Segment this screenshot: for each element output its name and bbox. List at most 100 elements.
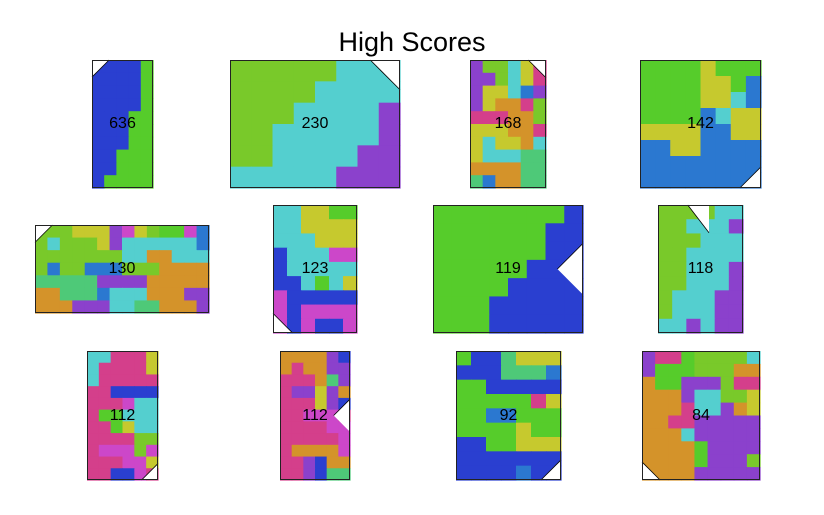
board-tile bbox=[146, 362, 159, 376]
board-tile bbox=[470, 72, 484, 87]
notch-edge bbox=[687, 204, 710, 234]
score-board-4[interactable]: 142 bbox=[640, 60, 762, 189]
board-tile bbox=[730, 172, 747, 189]
board-tile bbox=[315, 433, 328, 446]
board-tile bbox=[92, 162, 105, 176]
board-tile bbox=[230, 124, 252, 146]
board-tile bbox=[655, 172, 671, 189]
board-tile bbox=[336, 124, 359, 146]
score-board-10[interactable]: 112 bbox=[280, 351, 351, 481]
board-tile bbox=[329, 290, 344, 306]
score-board-1[interactable]: 636 bbox=[91, 59, 154, 189]
score-board-2[interactable]: 230 bbox=[230, 59, 401, 189]
board-tile bbox=[59, 250, 73, 264]
score-board-6[interactable]: 123 bbox=[272, 205, 358, 334]
board-tile bbox=[251, 145, 274, 168]
board-tile bbox=[655, 454, 669, 468]
board-tile bbox=[315, 102, 337, 125]
board-tile bbox=[672, 233, 687, 249]
board-tile bbox=[287, 233, 302, 249]
board-tile bbox=[196, 300, 210, 314]
score-board-11[interactable]: 92 bbox=[456, 351, 562, 481]
board-tile bbox=[303, 397, 316, 411]
board-tile bbox=[287, 247, 302, 263]
board-tile bbox=[655, 428, 669, 442]
board-tile bbox=[326, 433, 339, 446]
board-tile bbox=[291, 409, 304, 422]
score-board-5[interactable]: 130 bbox=[34, 224, 210, 314]
board-tile bbox=[456, 465, 472, 481]
board-tile bbox=[287, 205, 302, 220]
board-tile bbox=[287, 261, 302, 277]
board-tile bbox=[733, 454, 748, 468]
board-tile bbox=[357, 145, 380, 168]
score-board-12[interactable]: 84 bbox=[641, 351, 761, 481]
board-tile bbox=[104, 136, 117, 151]
board-tile bbox=[495, 149, 509, 163]
board-tile bbox=[486, 451, 502, 467]
board-tile bbox=[146, 374, 159, 387]
board-tile bbox=[134, 250, 148, 264]
board-notch bbox=[92, 60, 110, 78]
board-tile bbox=[122, 225, 136, 239]
board-tile bbox=[640, 140, 656, 157]
board-tile bbox=[470, 205, 490, 224]
board-tile bbox=[72, 262, 86, 276]
board-tile bbox=[471, 365, 487, 381]
board-tile bbox=[184, 225, 198, 239]
board-tile bbox=[700, 304, 716, 320]
notch-edge bbox=[527, 59, 547, 79]
board-tile bbox=[98, 351, 112, 364]
board-tile bbox=[456, 351, 472, 366]
board-mosaic bbox=[230, 59, 401, 189]
score-board-7[interactable]: 119 bbox=[433, 205, 584, 334]
board-tile bbox=[84, 237, 98, 251]
score-board-8[interactable]: 118 bbox=[658, 204, 744, 334]
board-tile bbox=[470, 111, 484, 125]
board-tile bbox=[293, 145, 316, 168]
board-tile bbox=[470, 278, 490, 298]
board-tile bbox=[686, 276, 702, 291]
board-tile bbox=[293, 102, 316, 125]
board-tile bbox=[720, 402, 735, 417]
board-tile bbox=[714, 233, 730, 249]
board-tile bbox=[707, 415, 722, 429]
board-tile bbox=[98, 468, 112, 481]
board-tile bbox=[122, 287, 136, 302]
board-tile bbox=[104, 162, 117, 176]
board-tile bbox=[159, 225, 173, 239]
board-tile bbox=[681, 402, 696, 417]
board-tile bbox=[116, 72, 130, 87]
board-tile bbox=[315, 304, 330, 320]
score-board-9[interactable]: 112 bbox=[87, 351, 159, 481]
board-tile bbox=[520, 60, 534, 74]
board-tile bbox=[104, 111, 117, 125]
board-tile bbox=[508, 205, 528, 224]
board-tile bbox=[745, 92, 762, 109]
board-tile bbox=[642, 389, 656, 404]
board-tile bbox=[520, 162, 534, 176]
board-tile bbox=[642, 454, 656, 468]
score-board-3[interactable]: 168 bbox=[470, 59, 547, 189]
notch-edge bbox=[333, 398, 351, 416]
board-tile bbox=[655, 156, 671, 173]
board-tile bbox=[533, 111, 547, 125]
board-tile bbox=[303, 374, 316, 387]
board-tile bbox=[495, 111, 509, 125]
board-tile bbox=[746, 454, 761, 468]
board-tile bbox=[733, 363, 748, 378]
board-tile bbox=[329, 261, 344, 277]
board-tile bbox=[303, 444, 316, 458]
board-tile bbox=[287, 290, 302, 306]
board-tile bbox=[489, 278, 509, 298]
board-tile bbox=[533, 149, 547, 163]
board-tile bbox=[35, 250, 49, 264]
board-tile bbox=[301, 261, 316, 277]
board-tile bbox=[87, 397, 100, 411]
board-tile bbox=[456, 379, 472, 395]
board-tile bbox=[526, 223, 547, 243]
board-tile bbox=[685, 76, 702, 93]
board-tile bbox=[745, 124, 762, 141]
board-tile bbox=[159, 262, 173, 276]
board-tile bbox=[35, 275, 49, 289]
